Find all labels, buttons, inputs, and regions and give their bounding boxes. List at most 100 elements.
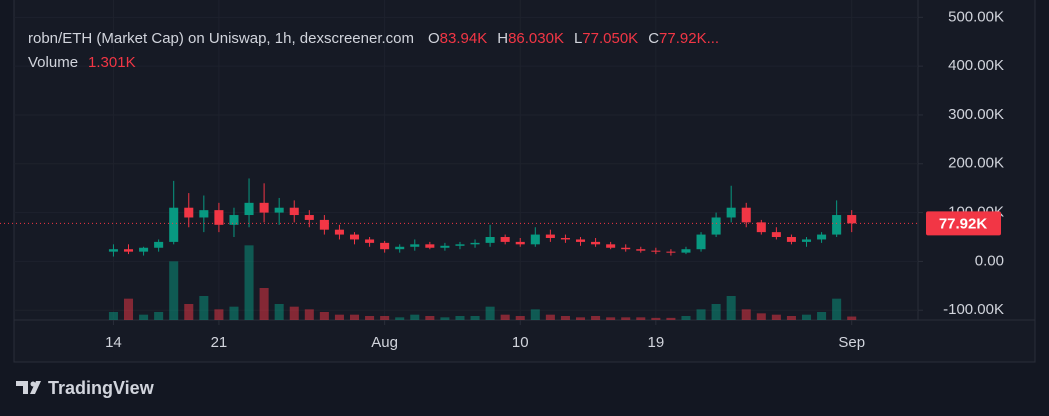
y-tick-label: 300.00K <box>948 106 1004 123</box>
ohlc-letter: L <box>574 30 582 47</box>
volume-bar <box>621 317 631 320</box>
volume-bar <box>801 314 812 320</box>
volume-bar <box>229 306 239 320</box>
candle-body <box>289 207 299 216</box>
candle-body <box>606 244 616 248</box>
brand-logo: TradingView <box>16 378 155 398</box>
ohlc-letter: H <box>497 30 508 47</box>
volume-value: 1.301K <box>88 54 136 71</box>
volume-bar <box>304 309 314 320</box>
candle-body <box>425 244 435 248</box>
candle-body <box>741 207 751 223</box>
volume-bar <box>199 296 209 320</box>
candle-body <box>244 202 254 216</box>
volume-bar <box>606 317 616 320</box>
candle-body <box>485 237 495 243</box>
candle-body <box>380 242 390 250</box>
chart-panel <box>13 0 1036 363</box>
volume-bar <box>847 316 857 320</box>
volume-bar <box>380 316 390 320</box>
volume-bar <box>214 309 224 320</box>
y-tick-label: 500.00K <box>948 8 1004 25</box>
candle-body <box>410 244 420 247</box>
candle-body <box>154 241 164 248</box>
candle-body <box>575 239 586 242</box>
volume-bar <box>154 312 164 320</box>
volume-bar <box>349 314 360 320</box>
volume-bar <box>771 314 781 320</box>
volume-line: Volume 1.301K <box>28 54 136 71</box>
candle-body <box>817 234 827 240</box>
candle-body <box>304 215 314 220</box>
candle-body <box>199 210 209 218</box>
volume-bar <box>575 317 586 320</box>
candle-body <box>621 247 631 250</box>
candle-body <box>786 237 796 242</box>
volume-bar <box>711 304 721 320</box>
x-tick-label: Sep <box>838 334 865 351</box>
candle-body <box>274 207 284 213</box>
x-tick-label: Aug <box>371 334 398 351</box>
y-tick-label: 400.00K <box>948 57 1004 74</box>
volume-bar <box>591 316 601 320</box>
volume-bar <box>425 316 435 320</box>
volume-bar <box>259 288 269 320</box>
x-tick-label: 21 <box>211 334 228 351</box>
candle-body <box>801 239 812 242</box>
candle-body <box>229 215 239 225</box>
candle-body <box>771 232 781 238</box>
candle-body <box>470 242 480 245</box>
candle-body <box>591 241 601 245</box>
candle-body <box>545 234 555 238</box>
candle-body <box>651 250 661 252</box>
ohlc-letter: O <box>428 30 440 47</box>
legend-line: robn/ETH (Market Cap) on Uniswap, 1h, de… <box>28 30 719 47</box>
y-tick-label: 0.00 <box>975 252 1004 269</box>
volume-bar <box>530 309 540 320</box>
x-tick-label: 10 <box>512 334 529 351</box>
candle-body <box>334 229 344 235</box>
volume-bar <box>289 306 299 320</box>
volume-bar <box>123 298 134 320</box>
logo-icon <box>16 381 41 394</box>
candle-body <box>681 249 691 253</box>
volume-bar <box>786 316 796 320</box>
volume-label: Volume <box>28 54 78 71</box>
candle-body <box>139 247 149 252</box>
brand-name: TradingView <box>48 378 155 398</box>
ohlc-letter: C <box>648 30 659 47</box>
candle-body <box>500 237 510 242</box>
y-tick-label: 200.00K <box>948 155 1004 172</box>
candle-body <box>636 249 646 251</box>
candle-body <box>214 210 224 225</box>
volume-bar <box>440 317 450 320</box>
volume-bar <box>696 309 706 320</box>
plot <box>14 0 918 320</box>
volume-bar <box>681 316 691 320</box>
volume-bar <box>515 316 525 320</box>
candle-body <box>259 202 269 213</box>
volume-bar <box>741 309 751 320</box>
candle-body <box>832 215 842 235</box>
volume-bar <box>560 316 570 320</box>
candle-body <box>349 234 360 240</box>
logo-dot <box>30 381 36 387</box>
candle-body <box>726 207 736 218</box>
volume-bar <box>108 312 118 320</box>
last-price-tag <box>926 211 1001 236</box>
ohlc-value: 77.050K <box>582 30 638 47</box>
volume-bar <box>636 317 646 320</box>
volume-bar <box>334 314 344 320</box>
volume-bar <box>545 314 555 320</box>
volume-bar <box>184 304 194 320</box>
ohlc-value: 83.94K <box>440 30 488 47</box>
last-price-label: 77.92K <box>939 215 988 232</box>
candle-body <box>711 217 721 235</box>
volume-bar <box>500 314 510 320</box>
volume-bar <box>832 298 842 320</box>
volume-bar <box>651 317 661 320</box>
volume-bar <box>274 304 284 320</box>
ohlc-value: 77.92K... <box>659 30 719 47</box>
ohlc-value: 86.030K <box>508 30 564 47</box>
